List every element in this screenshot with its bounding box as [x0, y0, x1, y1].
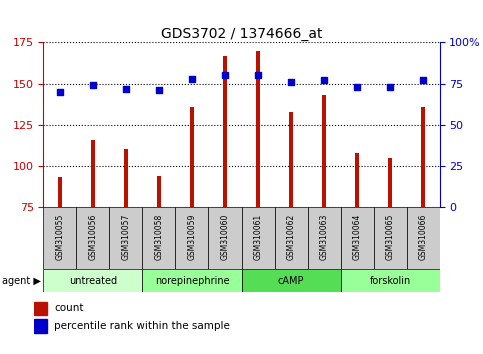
Text: GSM310060: GSM310060 [221, 213, 229, 260]
Bar [274, 207, 308, 269]
Text: GSM310064: GSM310064 [353, 213, 361, 260]
Point [419, 78, 427, 83]
Text: forskolin: forskolin [369, 275, 411, 286]
Point [386, 84, 394, 90]
Bar [43, 269, 142, 292]
Bar [355, 153, 359, 207]
Text: GSM310057: GSM310057 [122, 213, 130, 260]
Point [89, 82, 97, 88]
Point [320, 78, 328, 83]
Text: GSM310055: GSM310055 [56, 213, 64, 260]
Bar [190, 107, 194, 207]
Point [155, 87, 163, 93]
Bar [142, 269, 242, 292]
Text: count: count [54, 303, 84, 313]
Point [353, 84, 361, 90]
Bar [373, 207, 407, 269]
Point [188, 76, 196, 81]
Bar [289, 112, 293, 207]
Text: norepinephrine: norepinephrine [155, 275, 229, 286]
Text: agent ▶: agent ▶ [2, 275, 41, 286]
Bar [242, 269, 341, 292]
Bar [256, 51, 260, 207]
Text: GSM310056: GSM310056 [88, 213, 98, 260]
Text: GSM310066: GSM310066 [419, 213, 427, 260]
Text: percentile rank within the sample: percentile rank within the sample [54, 321, 230, 331]
Bar [341, 269, 440, 292]
Bar [110, 207, 142, 269]
Text: GSM310065: GSM310065 [385, 213, 395, 260]
Text: untreated: untreated [69, 275, 117, 286]
Bar [175, 207, 209, 269]
Bar [421, 107, 425, 207]
Bar [341, 207, 373, 269]
Point [56, 89, 64, 95]
Point [287, 79, 295, 85]
Point [221, 73, 229, 78]
Text: GSM310063: GSM310063 [320, 213, 328, 260]
Bar [223, 56, 227, 207]
Bar [34, 319, 47, 333]
Bar [388, 158, 392, 207]
Bar [322, 95, 326, 207]
Point [254, 73, 262, 78]
Bar [142, 207, 175, 269]
Bar [308, 207, 341, 269]
Text: GSM310058: GSM310058 [155, 214, 163, 260]
Bar [43, 207, 76, 269]
Bar [407, 207, 440, 269]
Bar [124, 149, 128, 207]
Text: GSM310062: GSM310062 [286, 214, 296, 260]
Bar [34, 302, 47, 315]
Bar [76, 207, 110, 269]
Bar [58, 177, 62, 207]
Bar [157, 176, 161, 207]
Bar [91, 139, 95, 207]
Title: GDS3702 / 1374666_at: GDS3702 / 1374666_at [161, 28, 322, 41]
Text: GSM310059: GSM310059 [187, 213, 197, 260]
Text: GSM310061: GSM310061 [254, 214, 262, 260]
Bar [242, 207, 274, 269]
Point [122, 86, 130, 91]
Text: cAMP: cAMP [278, 275, 304, 286]
Bar [209, 207, 242, 269]
